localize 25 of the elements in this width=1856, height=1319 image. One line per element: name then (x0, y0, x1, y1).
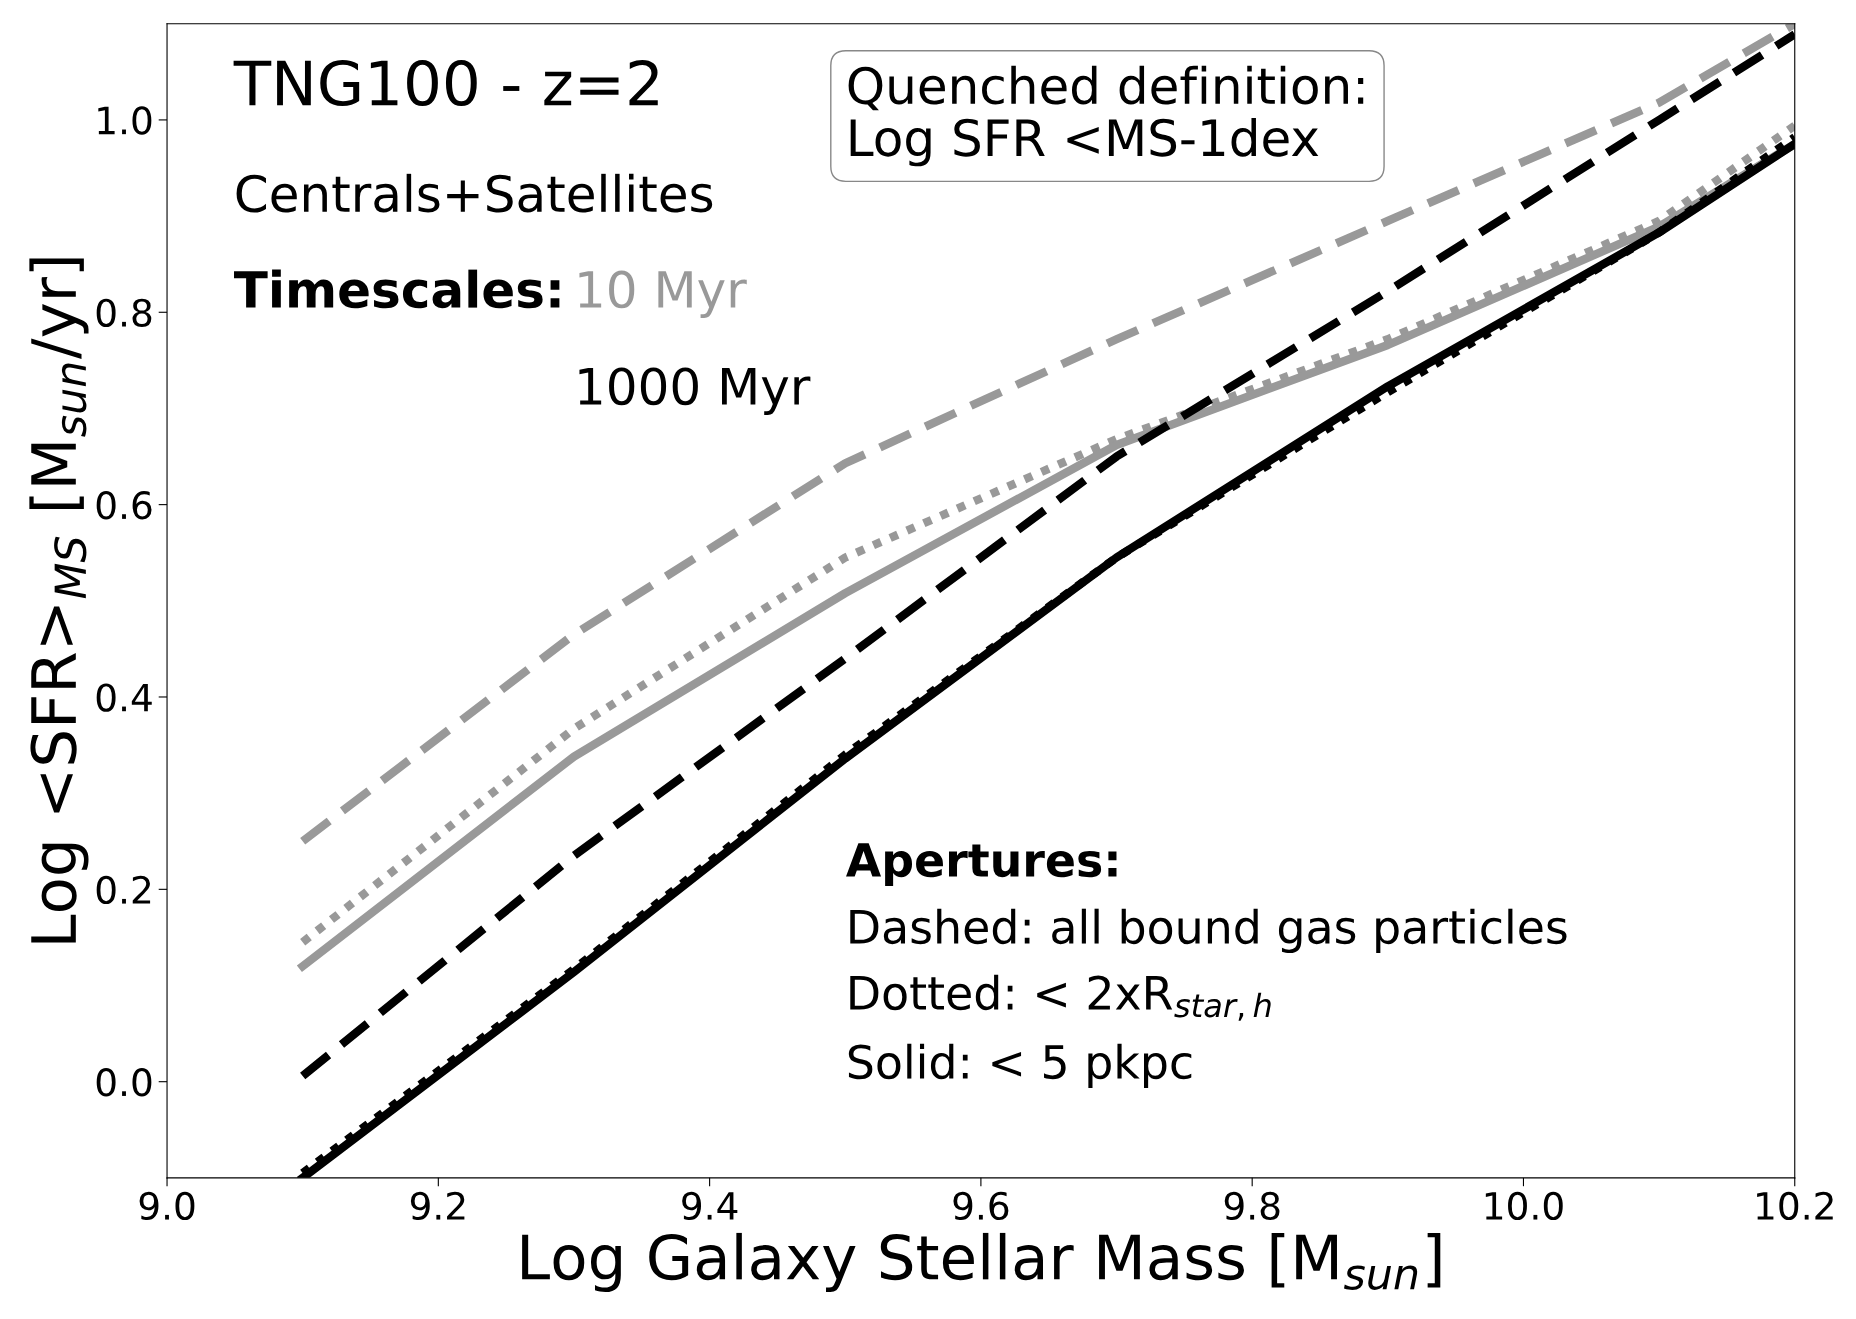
annotation: Timescales: (234, 269, 560, 309)
annotation: Quenched definition: Log SFR <MS-1dex (848, 65, 1364, 167)
annotation: TNG100 - z=2 (233, 59, 658, 107)
y-axis-title: Log <SFR>$_{MS}$ [M$_{sun}$/yr] (29, 258, 89, 943)
annotation: Dashed: all bound gas particles (850, 908, 1567, 954)
annotation: Solid: < 5 pkpc (848, 1043, 1192, 1089)
y-tick-label: 0.4 (96, 683, 152, 712)
x-axis-title: Log Galaxy Stellar Mass [M$_{sun}$] (522, 1232, 1441, 1293)
y-tick-label: 1.0 (98, 106, 152, 135)
x-tick-label: 9.0 (139, 1191, 195, 1221)
y-tick-label: 0.0 (96, 1068, 152, 1097)
annotation: Dotted: < 2xR$_{star,h}$ (850, 974, 1271, 1021)
y-tick-label: 0.8 (96, 298, 152, 328)
x-tick-label: 9.8 (1224, 1191, 1280, 1221)
x-tick-label: 9.6 (953, 1191, 1009, 1221)
x-tick-label: 9.4 (682, 1191, 738, 1221)
annotation: 10 Myr (579, 270, 747, 318)
x-tick-label: 10.2 (1757, 1191, 1833, 1221)
x-tick-label: 9.2 (410, 1191, 465, 1221)
y-tick-label: 0.2 (96, 875, 151, 905)
x-tick-label: 10.0 (1485, 1191, 1563, 1221)
annotation: 1000 Myr (579, 367, 811, 415)
y-tick-label: 0.6 (96, 491, 152, 520)
annotation: Centrals+Satellites (236, 173, 713, 213)
annotation: Apertures: (846, 843, 1117, 887)
